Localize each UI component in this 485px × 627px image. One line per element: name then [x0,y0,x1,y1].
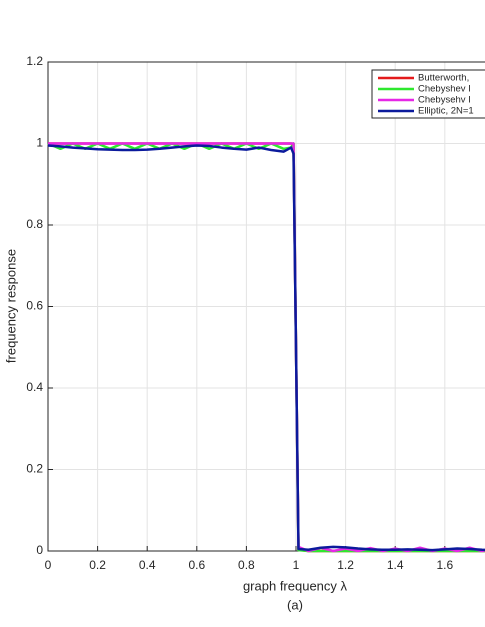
x-tick-label: 0.4 [139,558,156,572]
series-line [48,142,485,553]
legend-label: Elliptic, 2N=1 [418,106,474,117]
legend-label: Butterworth, [418,73,469,84]
x-tick-label: 1.2 [337,558,354,572]
caption: (a) [287,597,303,612]
y-tick-label: 1 [36,136,43,150]
legend-label: Chebyshev I [418,84,471,95]
y-tick-label: 1.2 [26,54,43,68]
y-tick-label: 0.2 [26,462,43,476]
series-line [47,142,485,553]
series-line [47,144,485,552]
x-tick-label: 0.6 [188,558,205,572]
x-axis-label: graph frequency λ [243,578,348,593]
x-tick-label: 1 [293,558,300,572]
y-tick-label: 0.6 [26,299,43,313]
y-tick-label: 0.8 [26,217,43,231]
x-tick-label: 0.2 [89,558,106,572]
y-tick-label: 0.4 [26,380,43,394]
legend-label: Chebysehv I [418,95,471,106]
x-tick-label: 1.6 [436,558,453,572]
x-tick-label: 1.4 [387,558,404,572]
plot-frame [47,61,485,552]
series-line [48,142,485,553]
y-axis-label: frequency response [3,249,18,363]
x-tick-label: 0 [45,558,52,572]
x-tick-label: 0.8 [238,558,255,572]
y-tick-label: 0 [36,543,43,557]
